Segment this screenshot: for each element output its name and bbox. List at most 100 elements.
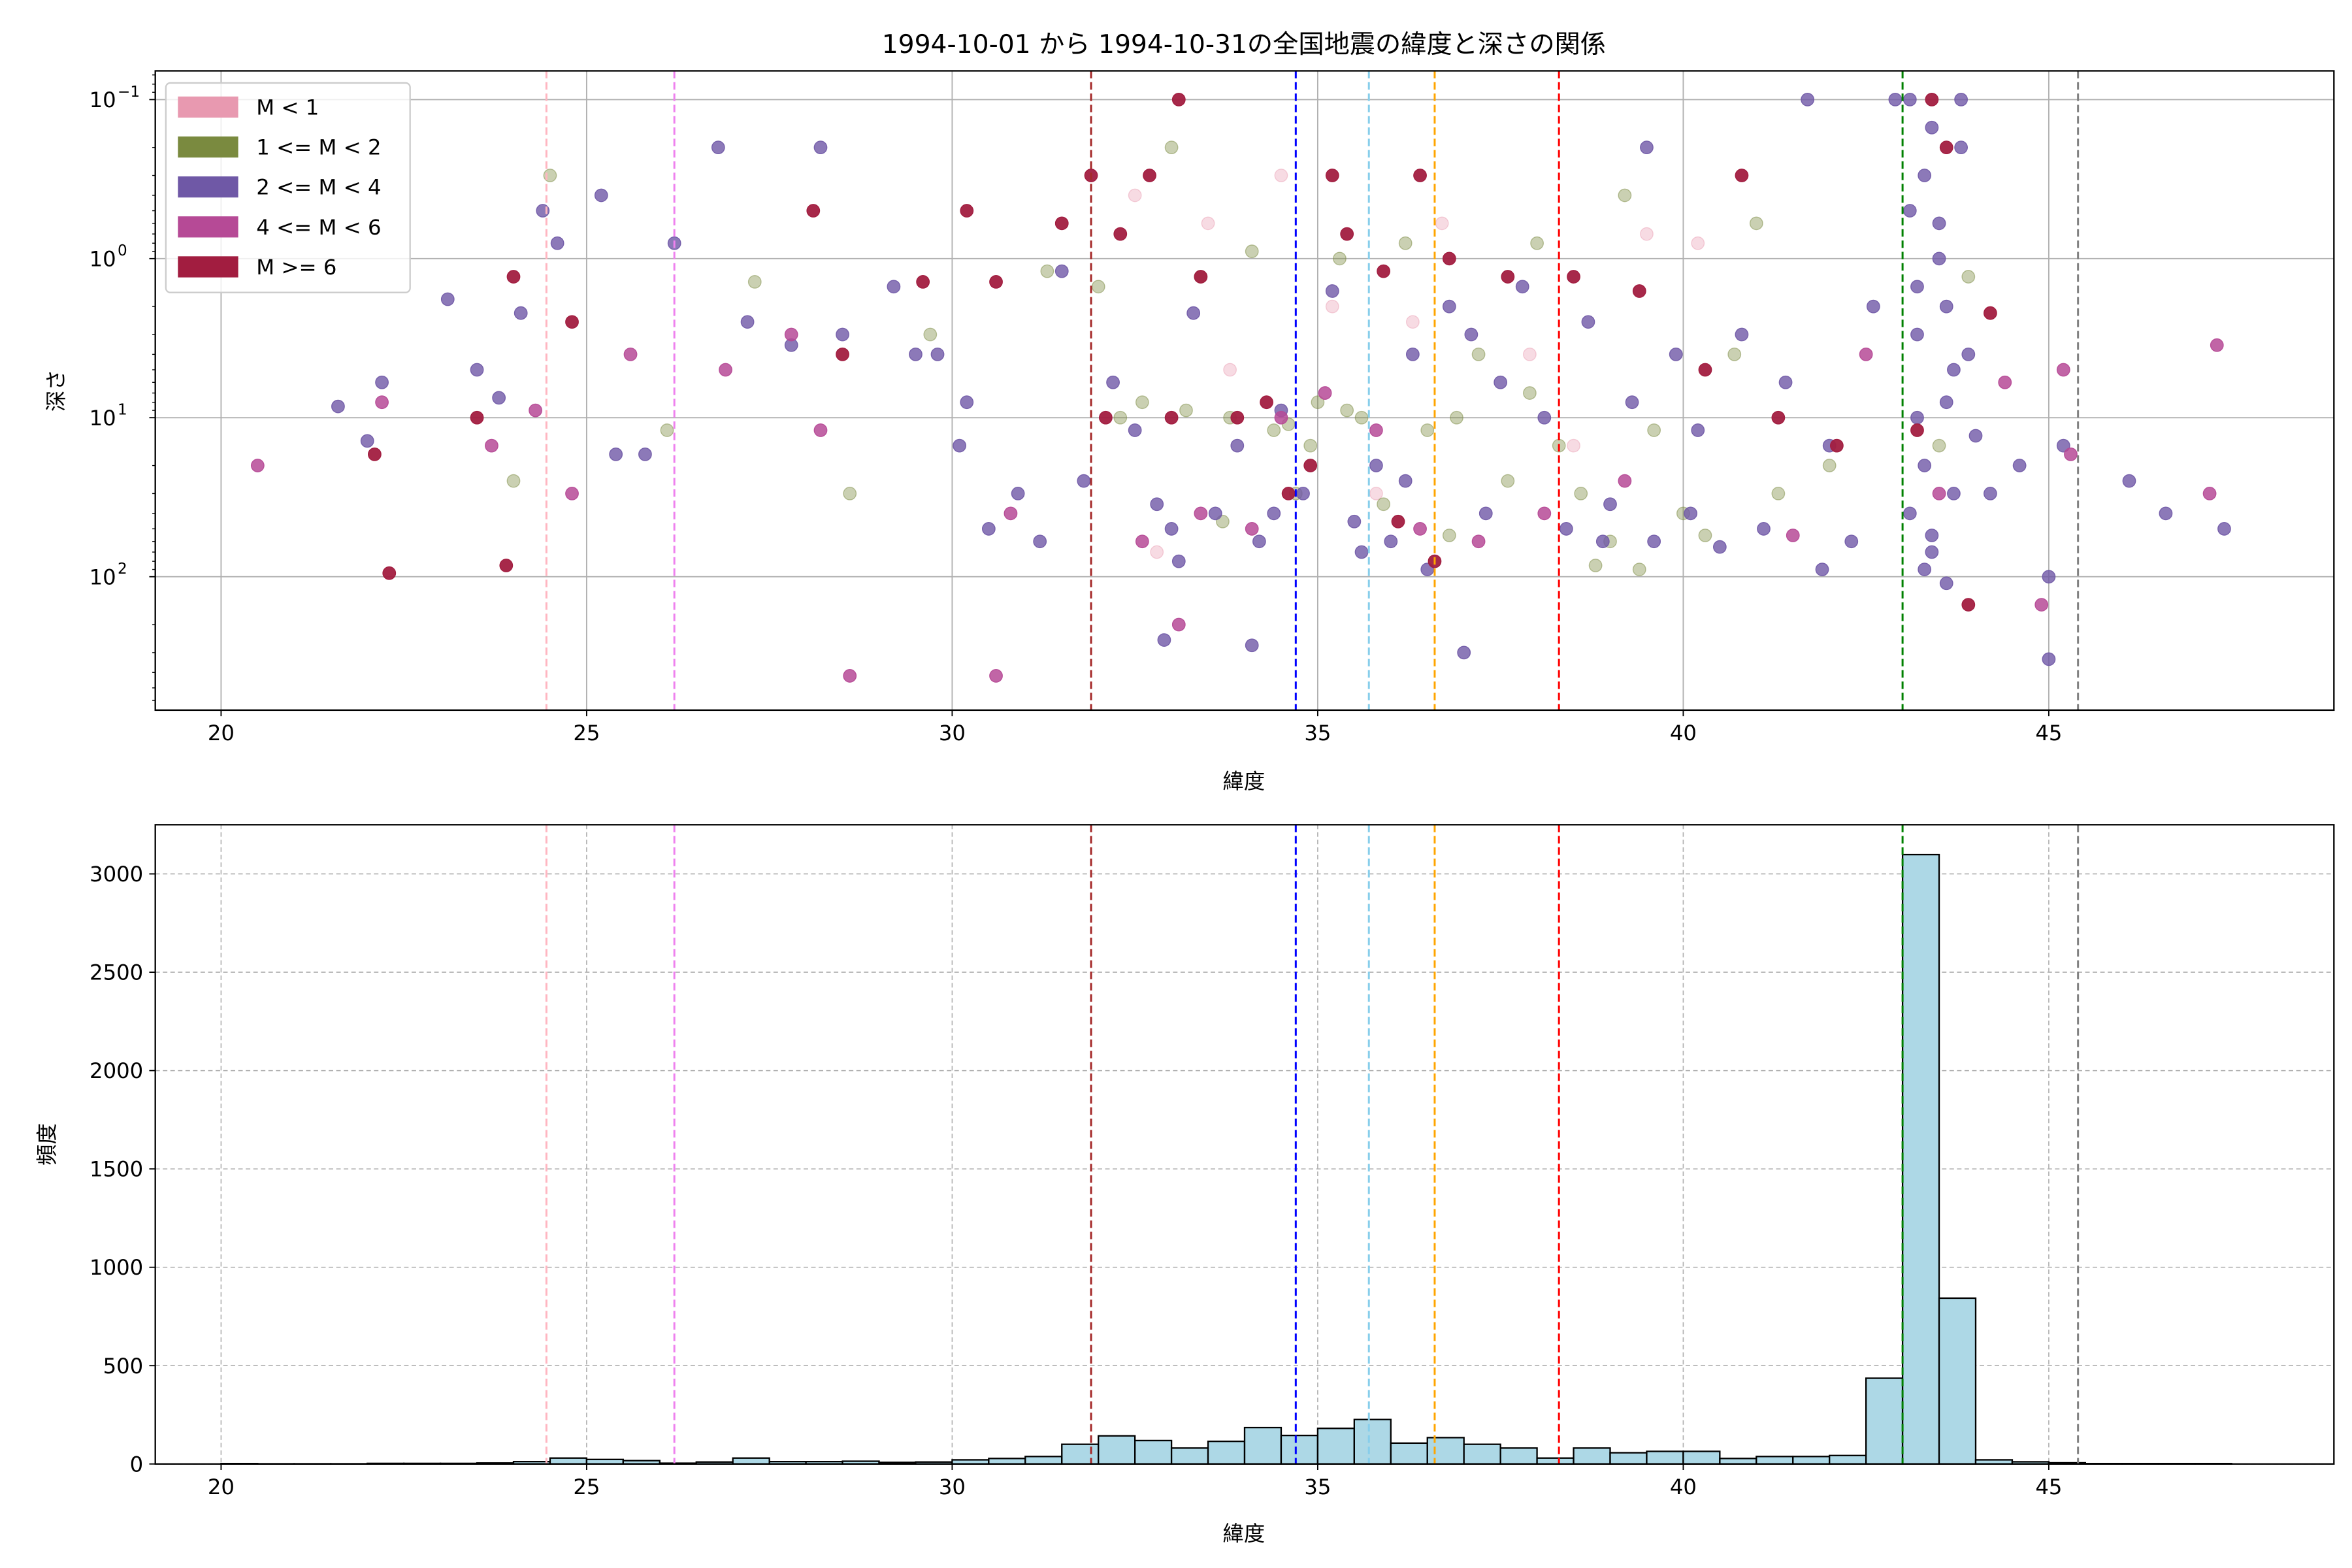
scatter-point-2-m-4 <box>1384 534 1398 549</box>
scatter-point-2-m-4 <box>930 348 945 361</box>
scatter-point-2-m-4 <box>1252 534 1266 549</box>
scatter-point-2-m-4 <box>1939 395 1953 410</box>
scatter-point-m-6 <box>1961 598 1976 612</box>
legend-swatch <box>178 216 238 238</box>
legend-swatch <box>178 96 238 118</box>
scatter-point-m-6 <box>806 204 821 218</box>
histogram-bar <box>1390 1442 1428 1465</box>
scatter-point-m-6 <box>1054 216 1069 231</box>
y-tick-label: 1500 <box>90 1157 143 1182</box>
histogram-bar <box>1024 1456 1063 1465</box>
scatter-point-m-1 <box>1128 188 1142 203</box>
scatter-point-2-m-4 <box>1844 534 1859 549</box>
scatter-point-m-1 <box>1201 216 1215 231</box>
x-tick-label: 45 <box>2035 721 2062 745</box>
scatter-point-2-m-4 <box>1186 306 1201 320</box>
legend-label: 2 <= M < 4 <box>256 175 381 200</box>
scatter-point-2-m-4 <box>1910 280 1924 294</box>
scatter-point-1-m-2 <box>1040 264 1054 278</box>
scatter-point-m-6 <box>1910 423 1924 437</box>
scatter-point-1-m-2 <box>1164 140 1179 155</box>
x-tick-label: 45 <box>2035 1475 2062 1499</box>
scatter-point-m-6 <box>1735 169 1749 182</box>
scatter-point-1-m-2 <box>1471 348 1486 361</box>
y-tick-label: 10 <box>90 246 116 271</box>
legend-swatch <box>178 176 238 198</box>
x-tick-label: 40 <box>1670 1475 1697 1499</box>
legend-label: M >= 6 <box>256 255 336 280</box>
x-tick-label: 30 <box>939 1475 966 1499</box>
scatter-point-2-m-4 <box>375 375 389 389</box>
scatter-point-4-m-6 <box>250 459 265 472</box>
scatter-point-2-m-4 <box>1939 299 1953 314</box>
scatter-point-m-1 <box>1691 236 1705 250</box>
scatter-point-1-m-2 <box>1311 395 1325 410</box>
scatter-point-2-m-4 <box>1757 522 1771 536</box>
scatter-point-2-m-4 <box>1801 93 1815 106</box>
scatter-point-4-m-6 <box>1537 506 1552 521</box>
scatter-point-2-m-4 <box>1669 348 1683 361</box>
scatter-point-m-6 <box>989 275 1003 289</box>
scatter-point-4-m-6 <box>1998 375 2012 389</box>
scatter-point-1-m-2 <box>1961 270 1976 284</box>
scatter-point-2-m-4 <box>1918 459 1932 472</box>
scatter-point-m-6 <box>368 447 382 461</box>
scatter-point-4-m-6 <box>2056 363 2070 377</box>
y-tick-exponent: −1 <box>118 84 140 101</box>
legend-label: 1 <= M < 2 <box>256 135 381 160</box>
scatter-point-2-m-4 <box>1077 474 1091 488</box>
scatter-point-2-m-4 <box>1968 429 1983 443</box>
scatter-point-2-m-4 <box>440 292 455 306</box>
scatter-point-2-m-4 <box>1903 204 1917 218</box>
scatter-point-1-m-2 <box>1091 280 1105 294</box>
scatter-point-m-6 <box>1281 487 1296 500</box>
histogram-bar <box>1061 1443 1100 1465</box>
scatter-point-4-m-6 <box>989 669 1003 683</box>
legend-swatch <box>178 136 238 158</box>
scatter-point-4-m-6 <box>1413 522 1427 536</box>
scatter-point-2-m-4 <box>1011 487 1025 500</box>
scatter-point-m-6 <box>1939 140 1953 155</box>
histogram-bar <box>732 1457 770 1465</box>
scatter-point-4-m-6 <box>813 423 828 437</box>
x-tick-label: 20 <box>208 721 235 745</box>
scatter-point-2-m-4 <box>1267 506 1281 521</box>
scatter-point-2-m-4 <box>1405 348 1420 361</box>
scatter-point-2-m-4 <box>1325 284 1339 298</box>
scatter-point-2-m-4 <box>1910 327 1924 342</box>
scatter-point-m-6 <box>565 315 579 329</box>
y-tick-label: 2000 <box>90 1058 143 1083</box>
scatter-point-4-m-6 <box>1618 474 1632 488</box>
scatter-point-2-m-4 <box>887 280 901 294</box>
scatter-point-m-6 <box>1698 363 1712 377</box>
scatter-point-4-m-6 <box>784 327 798 342</box>
scatter-point-2-m-4 <box>1815 563 1829 576</box>
scatter-point-2-m-4 <box>1581 315 1595 329</box>
scatter-point-1-m-2 <box>1822 459 1837 472</box>
scatter-point-2-m-4 <box>1494 375 1508 389</box>
scatter-point-2-m-4 <box>1054 264 1069 278</box>
scatter-point-2-m-4 <box>1128 423 1142 437</box>
scatter-point-2-m-4 <box>2122 474 2136 488</box>
scatter-point-4-m-6 <box>2202 487 2217 500</box>
y-tick-label: 1000 <box>90 1255 143 1280</box>
y-tick-exponent: 1 <box>118 402 127 419</box>
scatter-point-m-6 <box>499 559 514 572</box>
y-tick-label: 10 <box>90 88 116 112</box>
scatter-point-m-6 <box>1830 438 1844 453</box>
scatter-point-m-6 <box>382 566 397 580</box>
scatter-point-2-m-4 <box>609 447 623 461</box>
x-tick-label: 30 <box>939 721 966 745</box>
scatter-point-2-m-4 <box>909 348 923 361</box>
scatter-point-2-m-4 <box>960 395 974 410</box>
scatter-point-1-m-2 <box>1450 410 1463 425</box>
scatter-point-2-m-4 <box>1106 375 1120 389</box>
scatter-title: 1994-10-01 から 1994-10-31の全国地震の緯度と深さの関係 <box>882 30 1606 59</box>
scatter-point-2-m-4 <box>1398 474 1413 488</box>
scatter-point-1-m-2 <box>1771 487 1786 500</box>
scatter-point-1-m-2 <box>1647 423 1661 437</box>
histogram-bar <box>1170 1447 1209 1465</box>
scatter-point-m-1 <box>1640 227 1654 241</box>
histogram-axes: 20 25 30 35 40 45 0 500 1000 1500 2000 2500 3000 <box>90 824 2335 1499</box>
scatter-point-4-m-6 <box>565 487 579 500</box>
